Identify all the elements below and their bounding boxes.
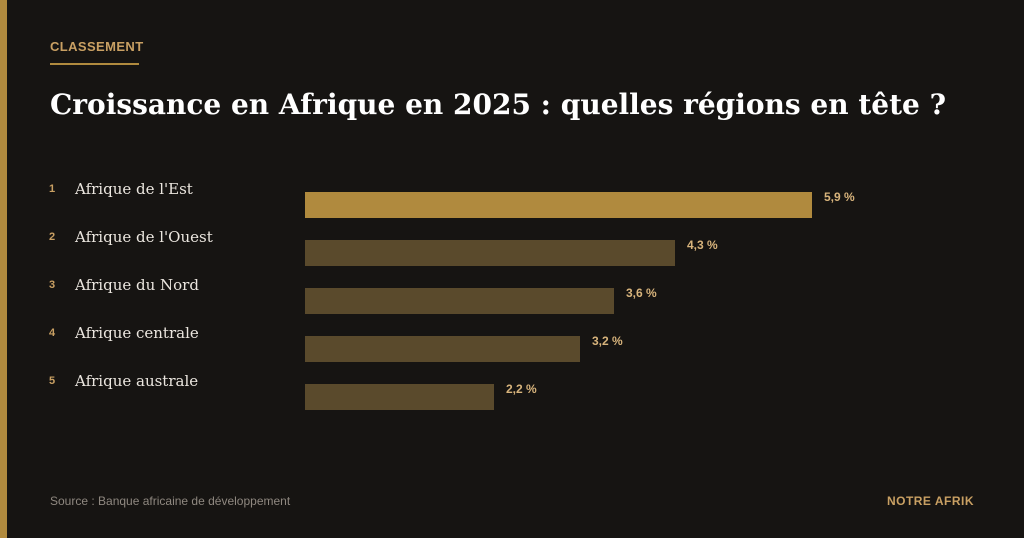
rank-number: 1 <box>49 183 56 195</box>
bar <box>305 192 812 218</box>
chart-row: 2 Afrique de l'Ouest 4,3 % <box>0 228 1024 266</box>
bar <box>305 336 580 362</box>
category-label: Afrique centrale <box>75 324 199 342</box>
eyebrow-underline <box>50 63 139 65</box>
category-label: Afrique de l'Est <box>75 180 193 198</box>
chart-row: 1 Afrique de l'Est 5,9 % <box>0 180 1024 218</box>
eyebrow-label: CLASSEMENT <box>50 39 144 54</box>
brand-logo-text: NOTRE AFRIK <box>886 494 974 508</box>
rank-number: 2 <box>49 231 56 243</box>
value-label: 3,2 % <box>592 334 623 348</box>
source-note: Source : Banque africaine de développeme… <box>50 494 291 508</box>
chart-row: 5 Afrique australe 2,2 % <box>0 372 1024 410</box>
category-label: Afrique du Nord <box>75 276 199 294</box>
bar <box>305 288 614 314</box>
rank-number: 3 <box>49 279 56 291</box>
value-label: 3,6 % <box>626 286 657 300</box>
category-label: Afrique australe <box>75 372 199 390</box>
rank-number: 5 <box>49 375 56 387</box>
bar <box>305 240 675 266</box>
category-label: Afrique de l'Ouest <box>75 228 213 246</box>
chart-row: 4 Afrique centrale 3,2 % <box>0 324 1024 362</box>
rank-number: 4 <box>49 327 56 339</box>
bar-chart: 1 Afrique de l'Est 5,9 % 2 Afrique de l'Oues… <box>0 180 1024 420</box>
chart-title: Croissance en Afrique en 2025 : quelles … <box>50 88 946 121</box>
chart-row: 3 Afrique du Nord 3,6 % <box>0 276 1024 314</box>
accent-stripe <box>0 0 7 538</box>
value-label: 5,9 % <box>824 190 855 204</box>
value-label: 4,3 % <box>687 238 718 252</box>
value-label: 2,2 % <box>506 382 537 396</box>
bar <box>305 384 494 410</box>
